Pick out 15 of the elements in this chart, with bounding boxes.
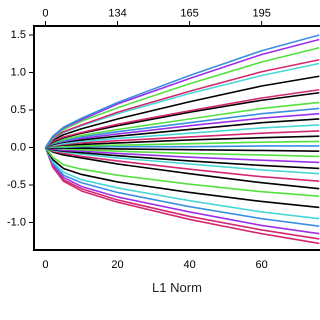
text: 165 [180,8,199,20]
y-tick-label: 0.5 [10,104,26,116]
x-axis-title: L1 Norm [152,280,202,295]
y-tick-label: 1.0 [10,66,26,79]
y-tick-label: 1.5 [10,29,26,42]
x-tick-label: 0 [42,258,49,271]
y-tick-label: -0.5 [6,178,26,191]
y-tick-label: 0.0 [10,142,26,154]
text: 134 [108,8,127,20]
x-tick-label: 20 [111,258,124,271]
x-tick-label: 40 [183,258,196,271]
text: 0 [42,8,49,20]
text: 195 [252,8,271,20]
x-tick-label: 60 [256,258,268,271]
y-tick-label: -1.0 [6,216,26,228]
